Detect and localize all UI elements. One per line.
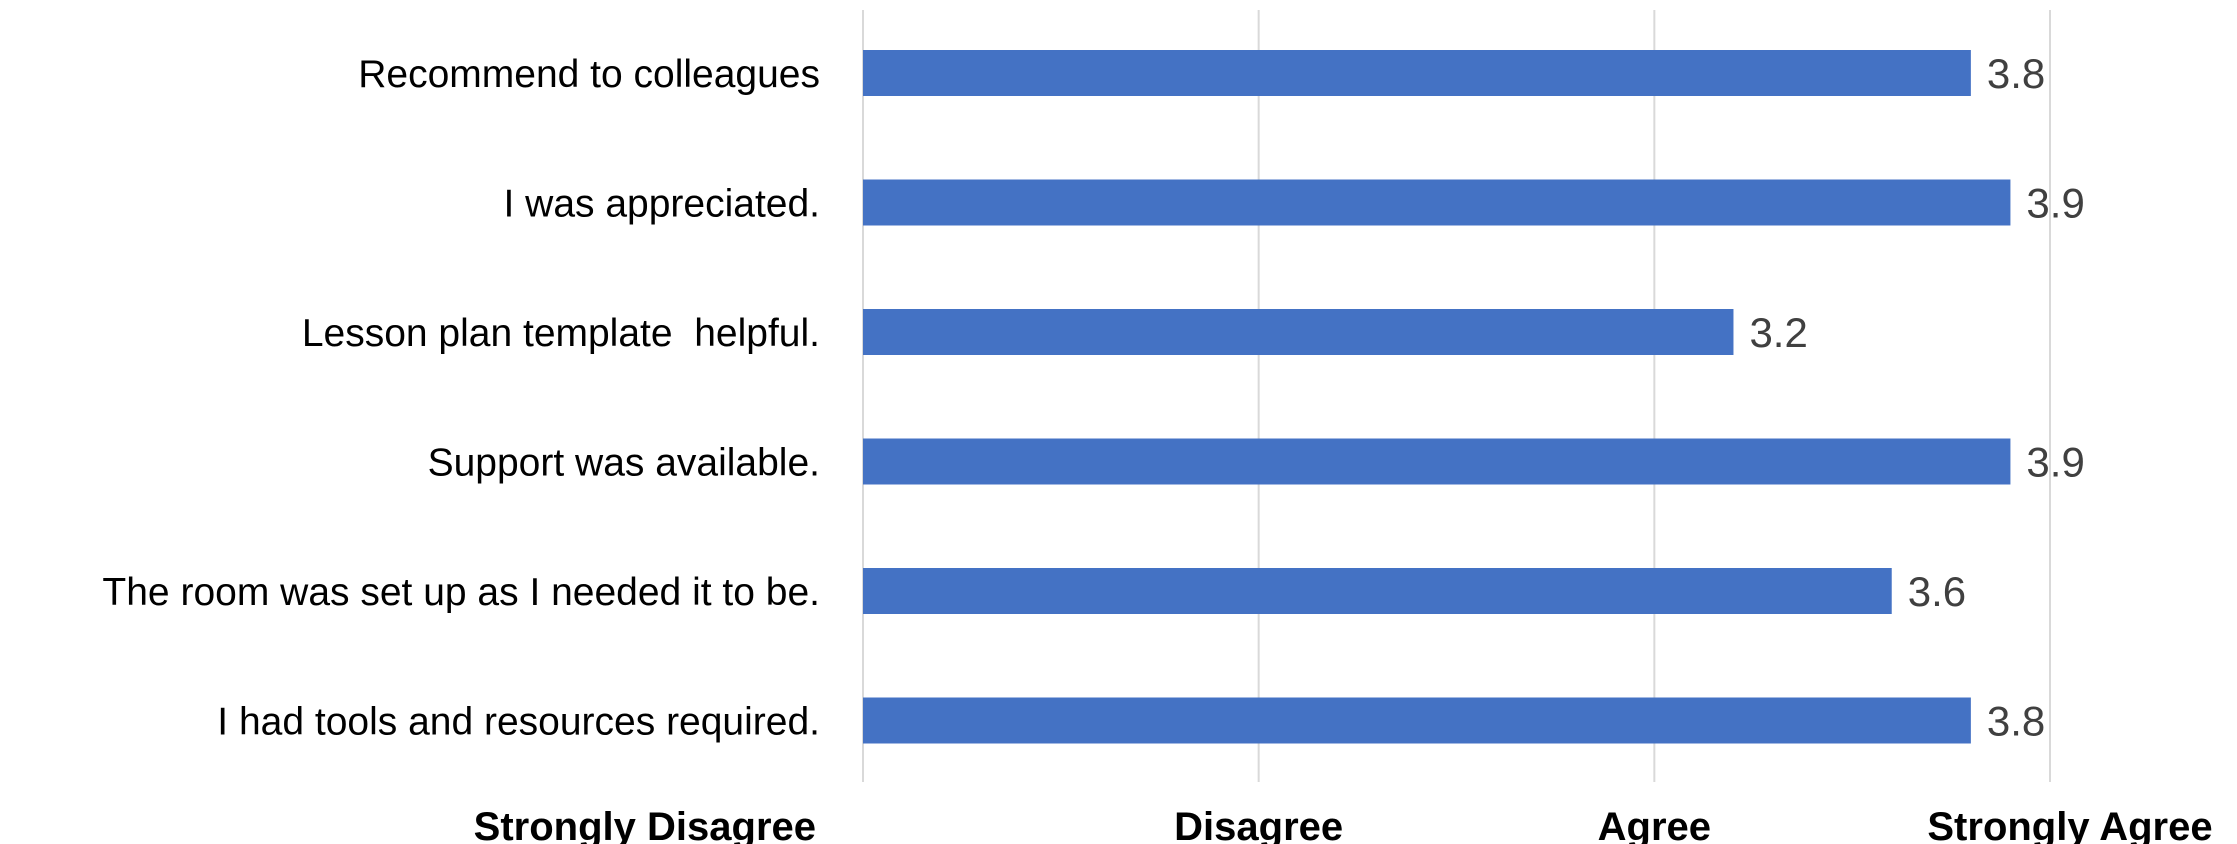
x-tick-label: Disagree — [1174, 805, 1343, 844]
bars — [863, 50, 2011, 744]
data-label: 3.9 — [2026, 439, 2084, 486]
data-label: 3.2 — [1749, 309, 1807, 356]
x-tick-label: Strongly Disagree — [474, 805, 816, 844]
x-axis-tick-labels: Strongly Disagree Disagree Agree Strongly A… — [474, 805, 2213, 844]
bar — [863, 309, 1734, 355]
data-labels: 3.8 3.9 3.2 3.9 3.6 3.8 — [1749, 50, 2084, 745]
category-label: Support was available. — [428, 442, 820, 485]
bar — [863, 697, 1971, 744]
category-label: I had tools and resources required. — [217, 701, 820, 744]
data-label: 3.6 — [1908, 568, 1966, 615]
data-label: 3.9 — [2026, 180, 2084, 227]
data-label: 3.8 — [1987, 50, 2045, 97]
x-tick-label: Agree — [1598, 805, 1711, 844]
category-label: I was appreciated. — [503, 183, 820, 226]
category-label: Lesson plan template helpful. — [302, 312, 820, 355]
bar — [863, 179, 2011, 226]
category-label: The room was set up as I needed it to be… — [102, 571, 820, 614]
x-tick-label: Strongly Agree — [1927, 805, 2212, 844]
bar — [863, 50, 1971, 96]
category-label: Recommend to colleagues — [358, 53, 820, 96]
bar — [863, 568, 1892, 614]
data-label: 3.8 — [1987, 698, 2045, 745]
gridlines — [862, 10, 2051, 782]
bar — [863, 438, 2011, 485]
category-labels: Recommend to colleagues I was appreciated… — [102, 53, 820, 744]
